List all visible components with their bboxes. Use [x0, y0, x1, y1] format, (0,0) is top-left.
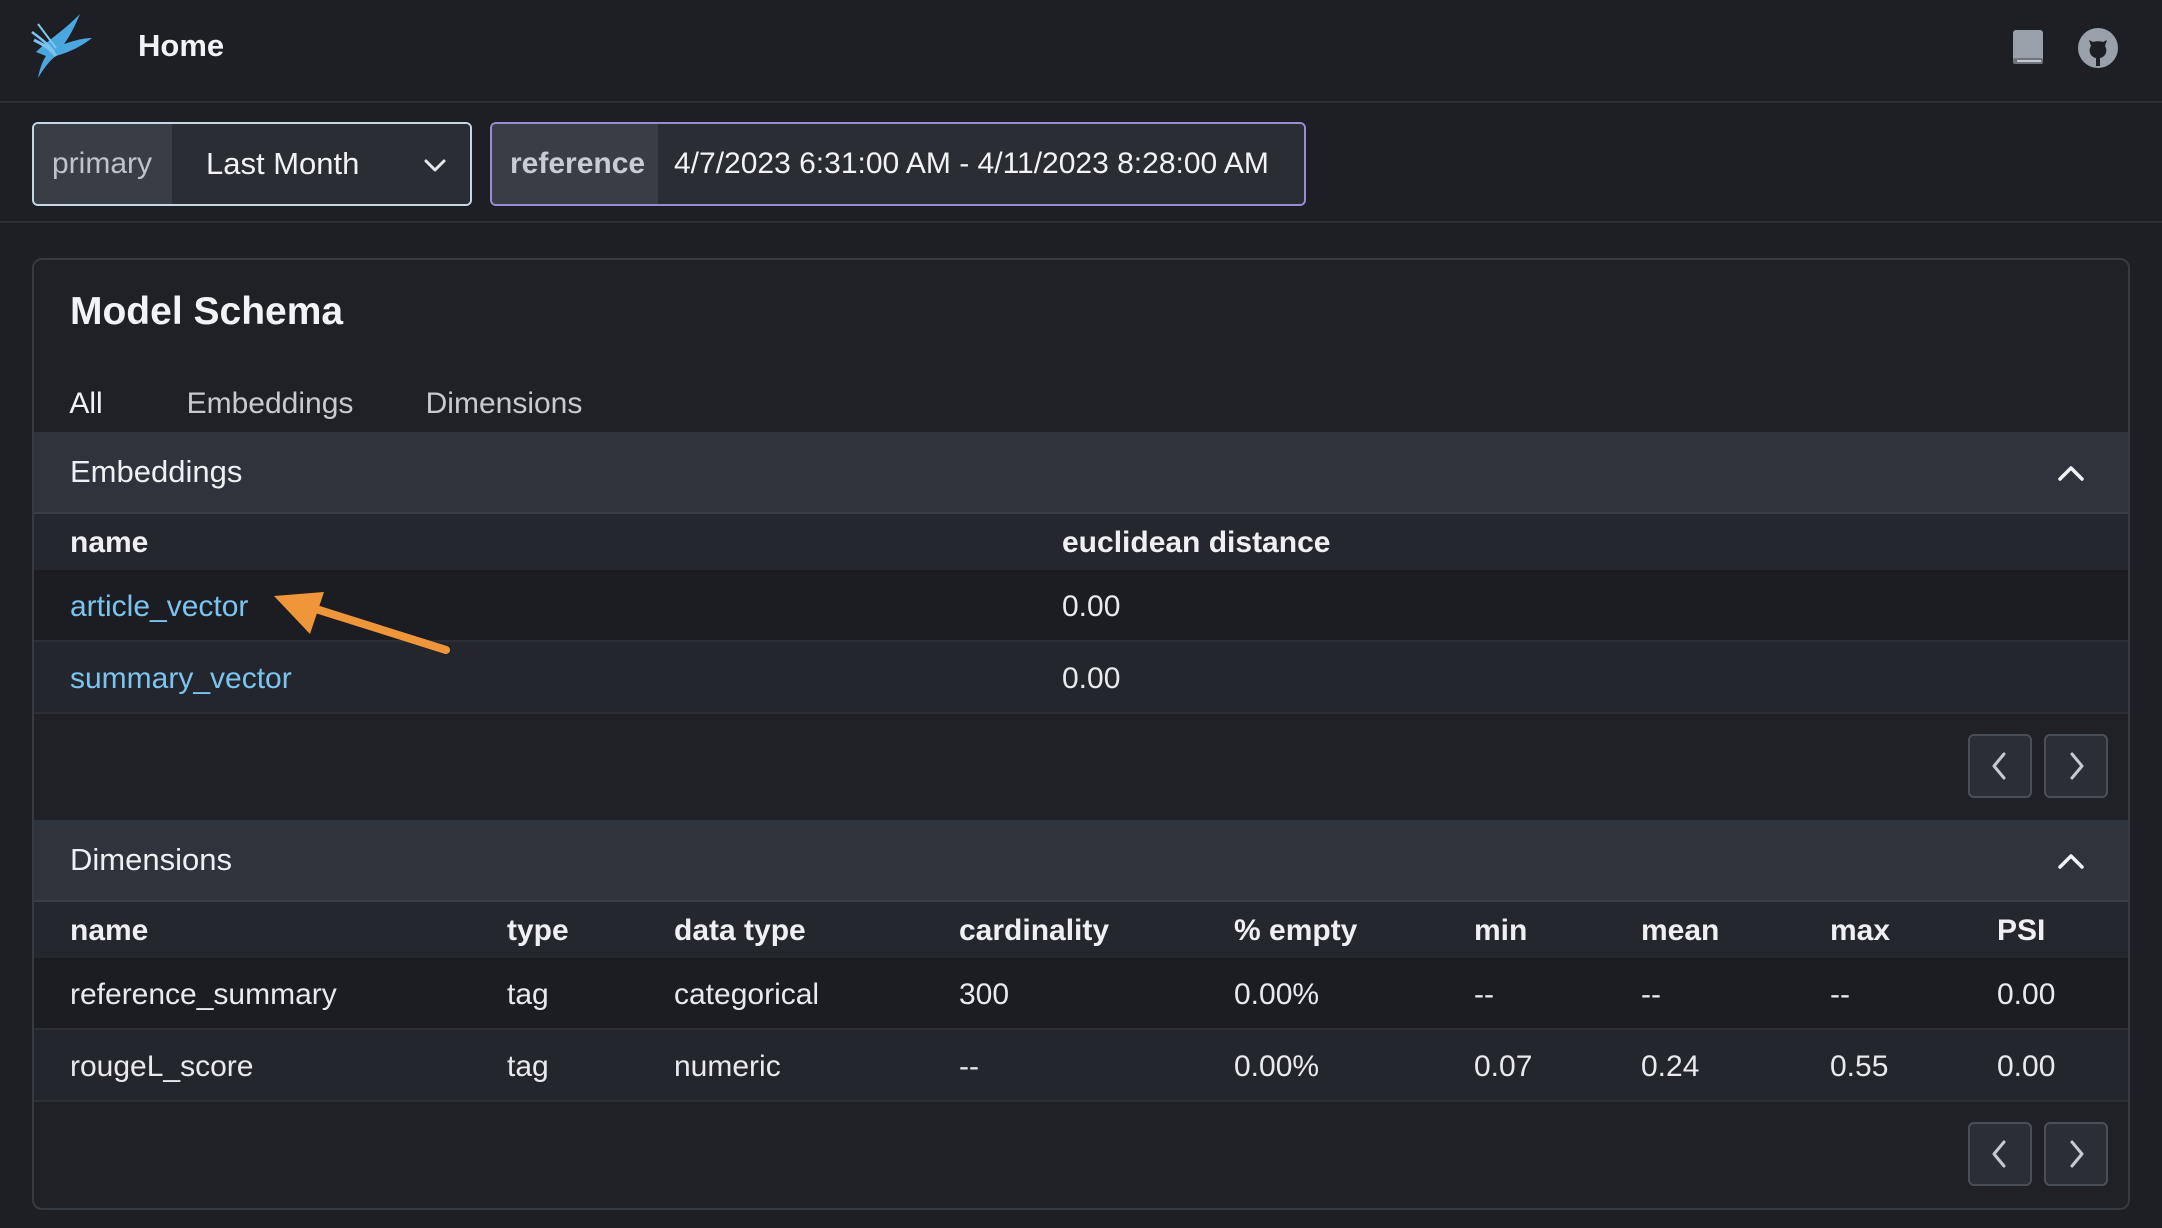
table-row: reference_summary tag categorical 300 0.…	[34, 958, 2128, 1030]
book-icon[interactable]	[2010, 28, 2046, 68]
embedding-link[interactable]: article_vector	[70, 590, 249, 623]
dimension-name[interactable]: reference_summary	[70, 978, 337, 1011]
dimension-mean: --	[1641, 978, 1661, 1011]
tab-dimensions[interactable]: Dimensions	[425, 387, 583, 420]
chevron-up-icon[interactable]	[2056, 460, 2086, 486]
page-title: Home	[138, 28, 225, 63]
table-row: summary_vector 0.00	[34, 642, 2128, 714]
tab-all[interactable]: All	[34, 368, 138, 442]
dimension-min: --	[1474, 978, 1494, 1011]
dimensions-table-header: name type data type cardinality % empty …	[34, 902, 2128, 958]
primary-label: primary	[34, 124, 172, 204]
dimension-type: tag	[507, 978, 549, 1011]
dimensions-prev-page-button[interactable]	[1968, 1122, 2032, 1186]
tab-embeddings[interactable]: Embeddings	[186, 387, 354, 420]
dimension-percent-empty: 0.00%	[1234, 978, 1320, 1011]
column-header-cardinality[interactable]: cardinality	[959, 914, 1110, 947]
column-header-mean[interactable]: mean	[1641, 914, 1720, 947]
dimension-data-type: categorical	[674, 978, 820, 1011]
schema-tabs: All Embeddings Dimensions	[34, 368, 2128, 442]
chevron-right-icon	[2070, 1140, 2084, 1168]
github-icon[interactable]	[2076, 26, 2120, 70]
reference-time-range[interactable]: reference 4/7/2023 6:31:00 AM - 4/11/202…	[490, 122, 1306, 206]
column-header-data-type[interactable]: data type	[674, 914, 806, 947]
dimension-mean: 0.24	[1641, 1050, 1700, 1083]
embeddings-next-page-button[interactable]	[2044, 734, 2108, 798]
dimensions-next-page-button[interactable]	[2044, 1122, 2108, 1186]
embeddings-table-header: name euclidean distance	[34, 514, 2128, 570]
column-header-psi[interactable]: PSI	[1997, 914, 2046, 947]
dimension-type: tag	[507, 1050, 549, 1083]
dimension-psi: 0.00	[1997, 978, 2056, 1011]
chevron-left-icon	[1992, 752, 2006, 780]
time-range-filter-bar: primary Last Month reference 4/7/2023 6:…	[0, 105, 2162, 223]
dimensions-section-header[interactable]: Dimensions	[34, 820, 2128, 902]
primary-value[interactable]: Last Month	[172, 124, 470, 204]
embedding-link[interactable]: summary_vector	[70, 662, 292, 695]
embeddings-section-header[interactable]: Embeddings	[34, 432, 2128, 514]
top-bar: Home	[0, 0, 2162, 103]
euclidean-distance-value: 0.00	[1062, 662, 1121, 695]
annotation-arrow-icon	[274, 592, 450, 654]
reference-value: 4/7/2023 6:31:00 AM - 4/11/2023 8:28:00 …	[658, 124, 1304, 204]
dimension-psi: 0.00	[1997, 1050, 2056, 1083]
chevron-left-icon	[1992, 1140, 2006, 1168]
column-header-name[interactable]: name	[70, 914, 149, 947]
column-header-euclidean-distance[interactable]: euclidean distance	[1062, 526, 1331, 559]
dimension-min: 0.07	[1474, 1050, 1533, 1083]
phoenix-logo-icon[interactable]	[30, 10, 96, 80]
chevron-down-icon	[424, 159, 446, 172]
column-header-name[interactable]: name	[70, 526, 149, 559]
column-header-percent-empty[interactable]: % empty	[1234, 914, 1358, 947]
table-row: rougeL_score tag numeric -- 0.00% 0.07 0…	[34, 1030, 2128, 1102]
dimension-cardinality: --	[959, 1050, 979, 1083]
column-header-min[interactable]: min	[1474, 914, 1528, 947]
dimension-name[interactable]: rougeL_score	[70, 1050, 254, 1083]
column-header-max[interactable]: max	[1830, 914, 1891, 947]
primary-value-text: Last Month	[206, 146, 360, 181]
dimension-percent-empty: 0.00%	[1234, 1050, 1320, 1083]
dimension-max: --	[1830, 978, 1850, 1011]
reference-label: reference	[492, 124, 658, 204]
primary-time-range-select[interactable]: primary Last Month	[32, 122, 472, 206]
dimension-data-type: numeric	[674, 1050, 781, 1083]
model-schema-card: Model Schema All Embeddings Dimensions E…	[32, 258, 2130, 1210]
dimension-max: 0.55	[1830, 1050, 1889, 1083]
chevron-up-icon[interactable]	[2056, 848, 2086, 874]
chevron-right-icon	[2070, 752, 2084, 780]
dimension-cardinality: 300	[959, 978, 1010, 1011]
section-title: Dimensions	[70, 842, 232, 877]
column-header-type[interactable]: type	[507, 914, 569, 947]
embeddings-prev-page-button[interactable]	[1968, 734, 2032, 798]
card-title: Model Schema	[70, 290, 344, 333]
section-title: Embeddings	[70, 454, 243, 489]
euclidean-distance-value: 0.00	[1062, 590, 1121, 623]
